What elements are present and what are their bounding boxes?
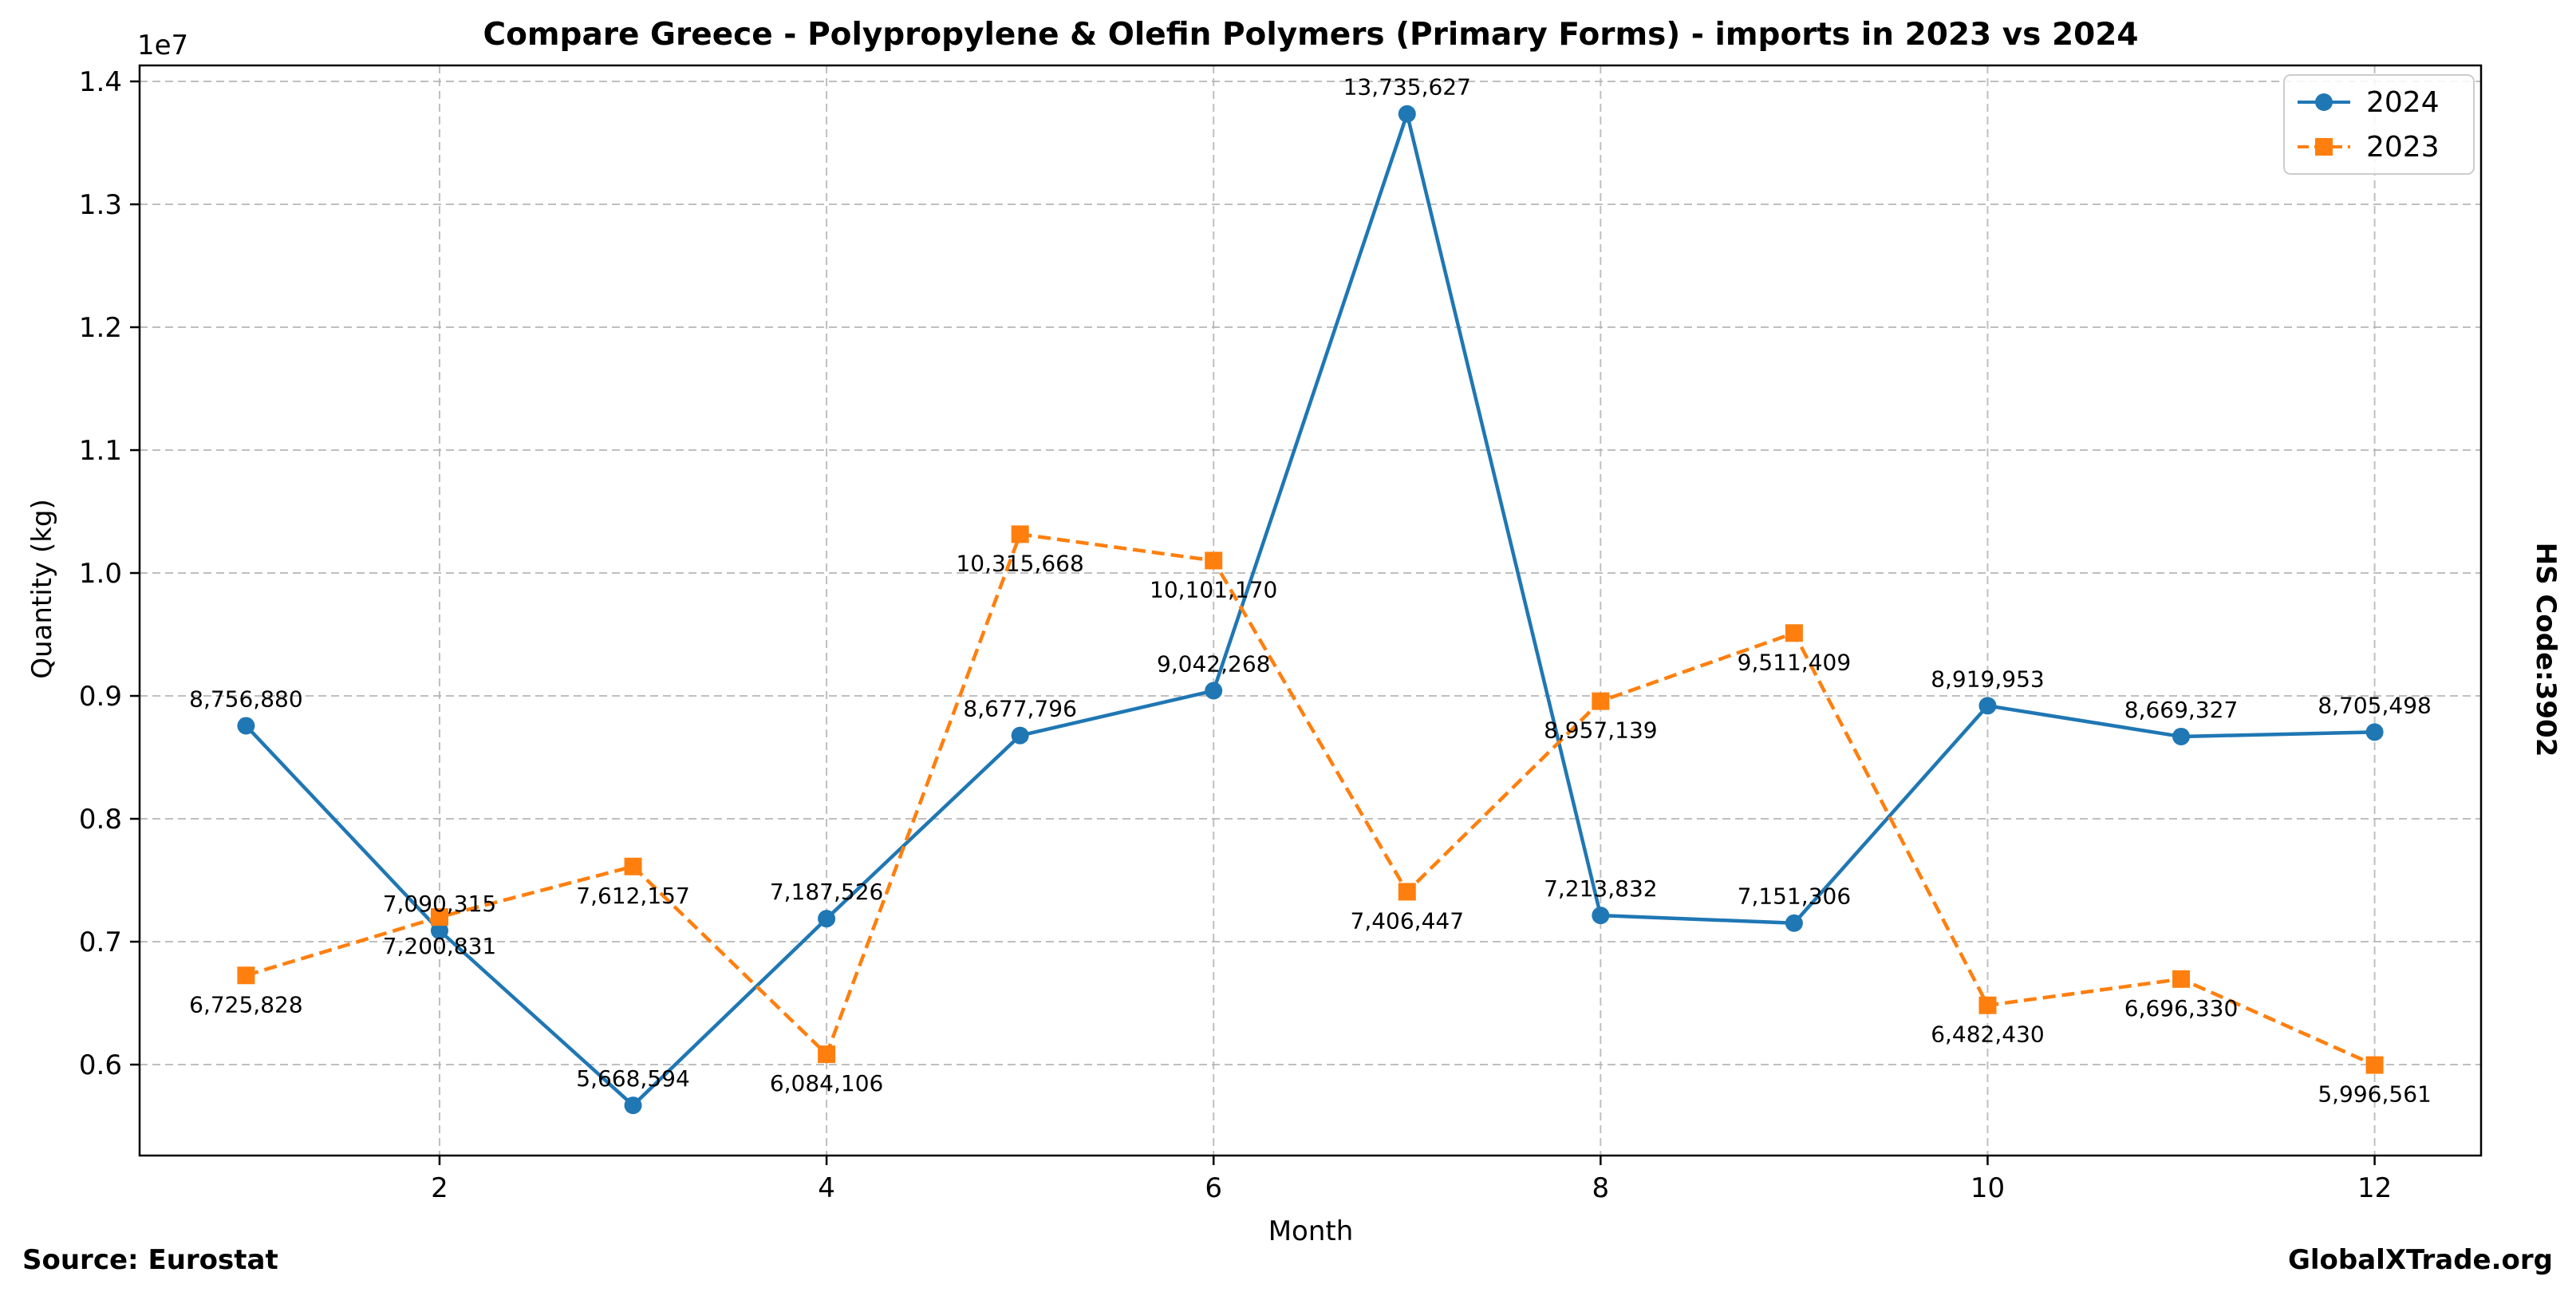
data-label-2024: 13,735,627 xyxy=(1343,74,1471,101)
legend-label-2024: 2024 xyxy=(2366,86,2440,119)
chart-title: Compare Greece - Polypropylene & Olefin … xyxy=(483,17,2138,53)
data-point-2023 xyxy=(1978,996,1997,1014)
data-label-2024: 7,187,526 xyxy=(770,879,884,905)
y-tick-label: 0.8 xyxy=(79,804,122,836)
data-label-2023: 6,482,430 xyxy=(1931,1021,2045,1048)
data-label-2023: 7,200,831 xyxy=(383,933,497,959)
data-point-2024 xyxy=(1785,914,1803,932)
y-tick-label: 1.3 xyxy=(79,189,122,221)
data-label-2023: 6,725,828 xyxy=(189,991,303,1017)
data-point-2024 xyxy=(1978,697,1997,715)
data-label-2024: 8,669,327 xyxy=(2124,697,2239,723)
series-line-2024 xyxy=(244,112,2375,1108)
x-tick-label: 6 xyxy=(1205,1172,1222,1204)
plot-frame xyxy=(138,64,2483,1157)
y-axis-offset-label: 1e7 xyxy=(137,30,188,61)
data-point-2023 xyxy=(1785,624,1803,642)
data-label-2024: 8,677,796 xyxy=(963,696,1077,722)
data-point-2024 xyxy=(1011,726,1029,745)
x-tick-label: 10 xyxy=(1970,1172,2005,1204)
grid-layer xyxy=(140,65,2481,1156)
data-point-2023 xyxy=(818,1045,836,1064)
legend: 2024 2023 xyxy=(2283,74,2475,175)
data-point-2023 xyxy=(1205,551,1223,570)
data-label-2024: 5,668,594 xyxy=(576,1065,690,1092)
data-point-2023 xyxy=(430,908,448,927)
data-point-2023 xyxy=(624,857,642,875)
legend-label-2023: 2023 xyxy=(2366,131,2440,164)
tick-layer: 2 4 6 8 10 12 0.6 0.7 0.8 0.9 1.0 1.1 1.2 1.3 1.4 xyxy=(79,66,2392,1204)
data-label-2023: 7,612,157 xyxy=(576,883,690,909)
data-point-2023 xyxy=(1592,692,1610,710)
source-label: Source: Eurostat xyxy=(22,1244,278,1276)
y-tick-label: 1.2 xyxy=(79,312,122,344)
data-label-2024: 8,919,953 xyxy=(1931,666,2045,692)
data-label-2023: 9,511,409 xyxy=(1738,649,1852,675)
data-label-2023: 6,696,330 xyxy=(2124,995,2239,1021)
x-tick-label: 12 xyxy=(2357,1172,2392,1204)
y-tick-label: 0.7 xyxy=(79,927,122,958)
data-label-2024: 7,090,315 xyxy=(383,891,497,917)
data-point-2023 xyxy=(1398,883,1416,901)
y-axis-label: Quantity (kg) xyxy=(26,499,58,679)
data-point-2023 xyxy=(1011,525,1029,543)
x-tick-label: 2 xyxy=(431,1172,448,1204)
series-layer xyxy=(237,105,2384,1115)
data-label-layer: 8,756,880 7,090,315 5,668,594 7,187,526 8,67… xyxy=(189,74,2432,1108)
data-label-2024: 8,705,498 xyxy=(2318,692,2432,718)
data-point-2024 xyxy=(2365,723,2384,741)
data-label-2023: 10,101,170 xyxy=(1150,576,1277,603)
data-label-2023: 6,084,106 xyxy=(770,1070,884,1096)
brand-label: GlobalXTrade.org xyxy=(2288,1244,2553,1276)
y-tick-label: 0.6 xyxy=(79,1049,122,1081)
data-point-2024 xyxy=(430,922,448,940)
data-point-2023 xyxy=(2172,970,2191,988)
x-tick-label: 8 xyxy=(1592,1172,1610,1204)
data-point-2024 xyxy=(2172,727,2191,745)
data-point-2024 xyxy=(237,717,255,735)
legend-marker-2024 xyxy=(2315,93,2333,111)
data-label-2024: 7,151,306 xyxy=(1738,883,1852,910)
data-label-2023: 5,996,561 xyxy=(2318,1081,2432,1108)
y-tick-label: 1.0 xyxy=(79,558,122,590)
data-point-2024 xyxy=(1205,682,1223,700)
x-axis-label: Month xyxy=(1268,1215,1354,1247)
data-point-2024 xyxy=(1592,907,1610,925)
y-tick-label: 0.9 xyxy=(79,681,122,713)
data-label-2024: 9,042,268 xyxy=(1157,651,1271,678)
data-label-2023: 10,315,668 xyxy=(956,550,1083,576)
hs-code-label: HS Code:3902 xyxy=(2530,543,2562,757)
series-line-2023 xyxy=(245,532,2376,1067)
data-point-2024 xyxy=(1398,105,1416,123)
x-tick-label: 4 xyxy=(818,1172,835,1204)
data-point-2023 xyxy=(237,966,255,985)
data-label-2023: 7,406,447 xyxy=(1351,907,1465,934)
legend-marker-2023 xyxy=(2315,138,2333,156)
data-point-2024 xyxy=(624,1096,642,1115)
data-point-2024 xyxy=(818,910,836,928)
data-label-2024: 7,213,832 xyxy=(1544,875,1658,902)
data-point-2023 xyxy=(2365,1056,2384,1074)
y-tick-label: 1.1 xyxy=(79,435,122,467)
data-label-2024: 8,756,880 xyxy=(189,686,303,712)
y-tick-label: 1.4 xyxy=(79,66,122,98)
data-label-2023: 8,957,139 xyxy=(1544,717,1658,744)
